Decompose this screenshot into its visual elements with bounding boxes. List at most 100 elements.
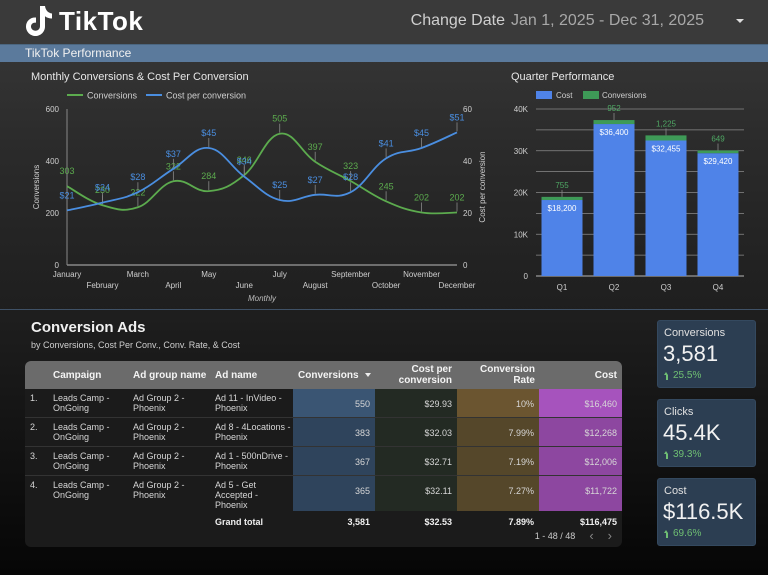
legend-swatch-conversions xyxy=(583,91,599,99)
cell-conv-rate: 10% xyxy=(515,399,534,409)
kpi-value: $116.5K xyxy=(663,499,744,524)
y-tick-label: 200 xyxy=(46,209,60,218)
kpi-delta-value: 69.6% xyxy=(673,528,702,539)
cell-cost-per-conv: $32.71 xyxy=(424,457,452,467)
y-tick-label: 0 xyxy=(524,272,529,281)
monthly-line-chart: Conversions Cost per conversion0200400600… xyxy=(32,91,487,304)
banner-title: TikTok Performance xyxy=(25,46,132,60)
data-label: $24 xyxy=(95,183,110,193)
x-tick-label: July xyxy=(273,270,287,279)
kpi-value: 3,581 xyxy=(663,341,719,366)
cost-per-conv-column-heat xyxy=(375,389,457,511)
x-tick-label: November xyxy=(403,270,440,279)
date-range-value[interactable]: Jan 1, 2025 - Dec 31, 2025 xyxy=(510,12,704,29)
line-chart-title: Monthly Conversions & Cost Per Conversio… xyxy=(31,71,249,83)
y-tick-label: 400 xyxy=(46,157,60,166)
col-header-conversion-rate[interactable]: Conversion Rate xyxy=(479,364,535,386)
data-label-cost: $18,200 xyxy=(548,204,577,213)
data-label-cost: $36,400 xyxy=(600,128,629,137)
data-label: $51 xyxy=(449,112,464,122)
arrow-up-icon xyxy=(664,450,669,459)
data-label: $41 xyxy=(379,138,394,148)
next-page-icon[interactable]: › xyxy=(607,528,612,543)
cell-cost-per-conv: $32.03 xyxy=(424,428,452,438)
data-label-cost: $32,455 xyxy=(652,145,681,154)
col-header-ad-group[interactable]: Ad group name xyxy=(133,370,207,381)
grand-total-row: Grand total 3,581 $32.53 7.89% $116,475 xyxy=(25,511,622,533)
y-tick-label: 600 xyxy=(46,105,60,114)
x-tick-label: Q4 xyxy=(713,283,724,292)
cell-campaign: Leads Camp - OnGoing xyxy=(53,393,110,413)
sort-desc-icon[interactable] xyxy=(365,373,372,378)
bar-group-q3: 1,225 $32,455 Q3 xyxy=(645,119,687,292)
data-label: 202 xyxy=(414,192,429,202)
col-header-campaign[interactable]: Campaign xyxy=(53,370,102,381)
cell-ad-name: Ad 5 - Get Accepted - Phoenix xyxy=(215,480,259,510)
kpi-value: 45.4K xyxy=(663,420,721,445)
dropdown-caret-icon[interactable] xyxy=(736,19,744,23)
grand-total-label: Grand total xyxy=(215,517,264,527)
cell-ad-name: Ad 11 - InVideo - Phoenix xyxy=(215,393,282,413)
grand-total-cost-per-conv: $32.53 xyxy=(424,517,452,527)
col-header-ad-name[interactable]: Ad name xyxy=(215,370,258,381)
quarter-bar-chart: Cost Conversions 0 10K 20K 30K 40K 755 $18,200 Q1… xyxy=(514,91,744,292)
data-label-cost: $29,420 xyxy=(704,157,733,166)
cell-ad-group: Ad Group 2 - Phoenix xyxy=(133,422,185,442)
section-banner: TikTok Performance xyxy=(0,44,768,62)
x-tick-label: December xyxy=(439,281,476,290)
cell-ad-group: Ad Group 2 - Phoenix xyxy=(133,451,185,471)
y2-axis-title: Cost per conversion xyxy=(478,151,487,222)
legend-label-conversions: Conversions xyxy=(87,91,138,101)
date-range-control[interactable]: Change Date Jan 1, 2025 - Dec 31, 2025 xyxy=(411,12,744,30)
bar-group-q4: 649 $29,420 Q4 xyxy=(697,134,739,292)
legend-label-cost: Cost xyxy=(556,91,573,100)
kpi-delta-value: 25.5% xyxy=(673,370,702,381)
table-row[interactable]: 3. Leads Camp - OnGoing Ad Group 2 - Phoen… xyxy=(25,447,622,476)
cell-conversions: 367 xyxy=(354,457,370,467)
cell-index: 1. xyxy=(30,393,38,403)
kpi-label: Clicks xyxy=(664,406,694,418)
cell-campaign: Leads Camp - OnGoing xyxy=(53,480,110,500)
cell-ad-name: Ad 1 - 500nDrive - Phoenix xyxy=(215,451,289,471)
col-header-cost-per-conversion[interactable]: Cost per conversion xyxy=(398,364,452,386)
x-tick-label: February xyxy=(86,281,118,290)
series-cost-per-conversion: $21 $24 $28 $37 $45 $34 $25 $27 $28 $41 $45 $51 xyxy=(59,112,465,212)
table-row[interactable]: 4. Leads Camp - OnGoing Ad Group 2 - Phoen… xyxy=(25,476,622,511)
y-tick-label: 30K xyxy=(514,147,529,156)
table-header: Campaign Ad group name Ad name Conversio… xyxy=(25,361,622,389)
cell-cost-per-conv: $32.11 xyxy=(425,486,452,496)
prev-page-icon[interactable]: ‹ xyxy=(589,528,594,543)
cell-cost: $12,268 xyxy=(584,428,617,438)
col-header-conversions[interactable]: Conversions xyxy=(298,370,372,381)
y2-tick-label: 0 xyxy=(463,261,468,270)
data-label: $28 xyxy=(130,172,145,182)
x-tick-label: Q2 xyxy=(609,283,620,292)
bar-conversions xyxy=(541,196,583,201)
legend-label-conversions: Conversions xyxy=(602,91,646,100)
data-label: $27 xyxy=(308,175,323,185)
conversion-ads-table: Campaign Ad group name Ad name Conversio… xyxy=(25,361,622,547)
y-axis-title: Conversions xyxy=(32,165,41,209)
kpi-delta: 69.6% xyxy=(664,528,701,539)
cell-index: 4. xyxy=(30,480,38,490)
table-row[interactable]: 2. Leads Camp - OnGoing Ad Group 2 - Phoen… xyxy=(25,418,622,447)
line-chart-legend: Conversions Cost per conversion xyxy=(67,91,246,101)
bar-group-q1: 755 $18,200 Q1 xyxy=(541,181,583,292)
data-label: 284 xyxy=(201,171,216,181)
table-row[interactable]: 1. Leads Camp - OnGoing Ad Group 2 - Phoen… xyxy=(25,389,622,418)
kpi-delta-value: 39.3% xyxy=(673,449,702,460)
y-tick-label: 20K xyxy=(514,189,529,198)
grand-total-conversions: 3,581 xyxy=(347,517,370,527)
date-range-label: Change Date xyxy=(410,12,505,29)
cell-cost-per-conv: $29.93 xyxy=(424,399,452,409)
col-header-cost[interactable]: Cost xyxy=(594,370,617,381)
x-tick-label: October xyxy=(372,281,401,290)
data-label: 303 xyxy=(59,166,74,176)
x-axis-title: Monthly xyxy=(248,294,277,303)
series-line xyxy=(66,132,458,215)
tiktok-logo: TikTok xyxy=(24,4,143,38)
data-label: 202 xyxy=(449,192,464,202)
data-label: 397 xyxy=(308,142,323,152)
x-tick-label: Q3 xyxy=(661,283,672,292)
cell-conversions: 550 xyxy=(354,399,370,409)
